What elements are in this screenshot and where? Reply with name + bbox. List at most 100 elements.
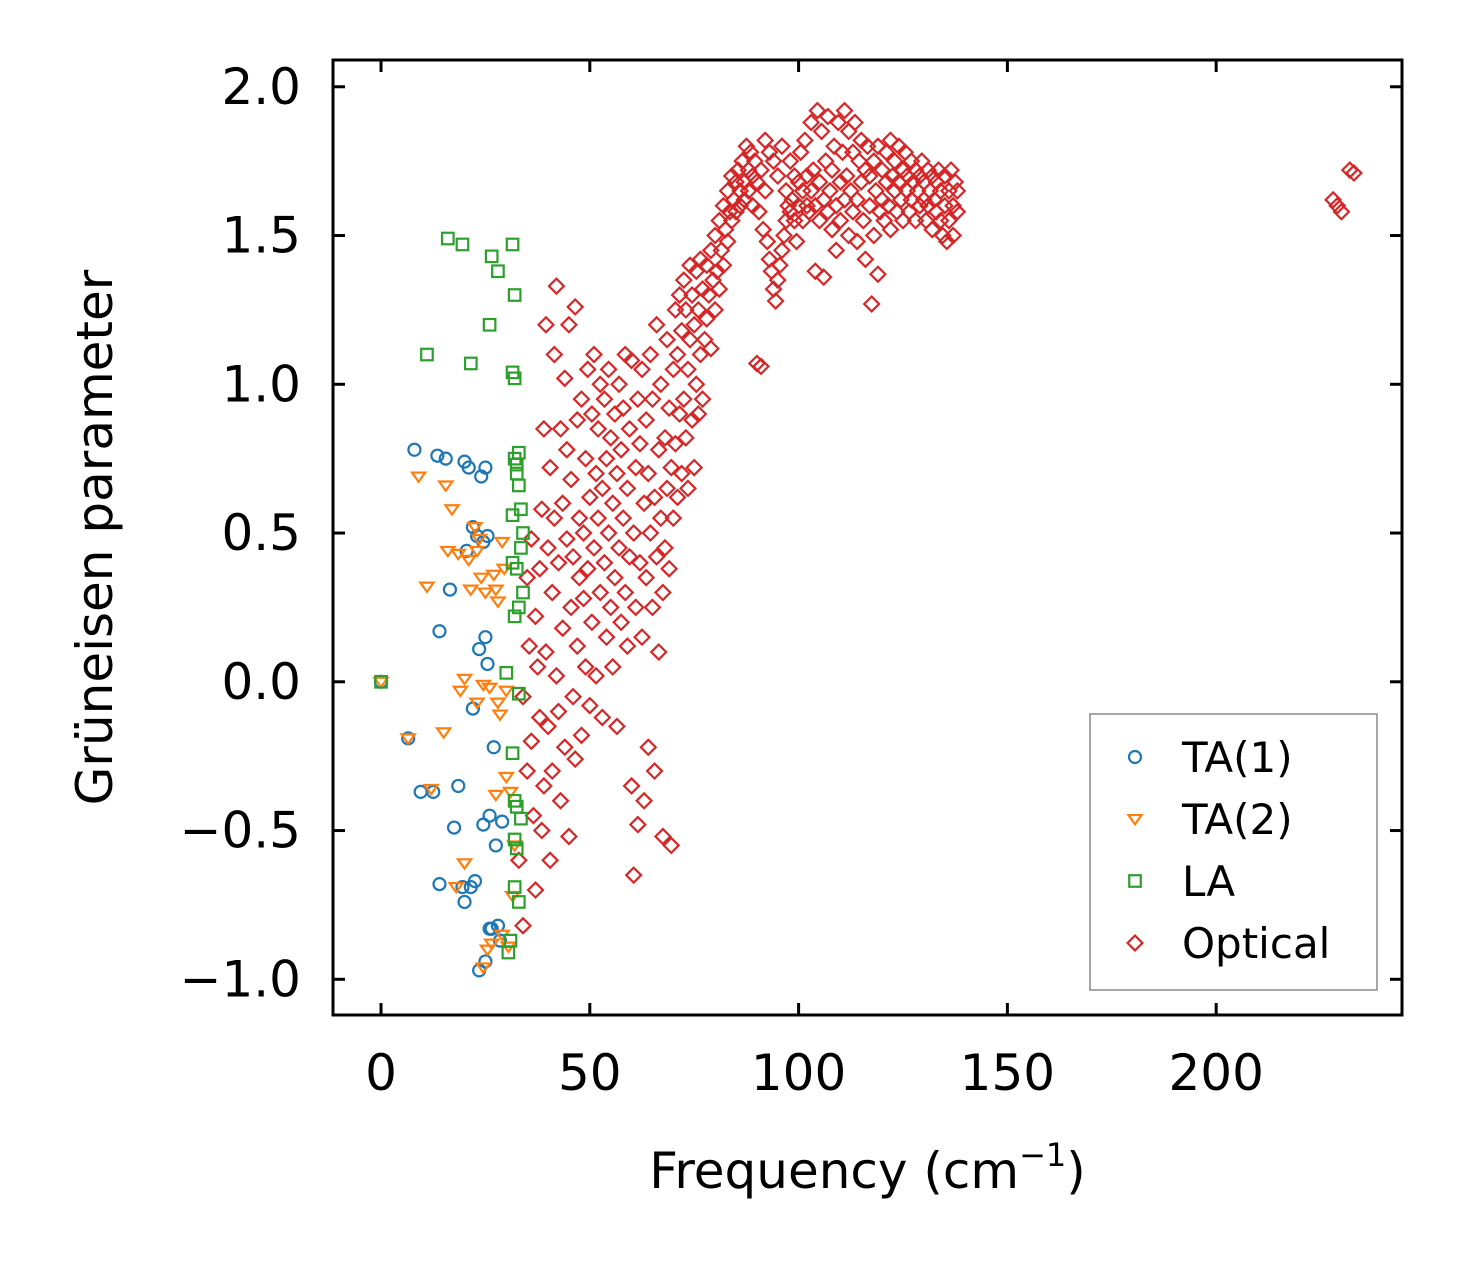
data-point (616, 583, 635, 602)
data-point (603, 494, 622, 513)
data-point (603, 657, 622, 676)
data-point (578, 360, 597, 379)
data-point (806, 262, 825, 281)
data-point (478, 954, 493, 969)
data-point (420, 347, 434, 362)
data-point (676, 300, 695, 319)
data-point (559, 827, 578, 846)
data-point (568, 637, 587, 656)
data-point (620, 547, 639, 566)
data-point (532, 821, 551, 840)
data-point (514, 811, 528, 826)
data-point (881, 131, 900, 150)
x-tick-label: 0 (365, 1044, 397, 1102)
series-optical (509, 101, 1363, 935)
data-point (804, 161, 823, 180)
data-point (447, 882, 465, 895)
data-point (520, 637, 539, 656)
data-point (772, 241, 791, 260)
data-point (752, 161, 771, 180)
data-point (432, 876, 447, 892)
data-point (607, 464, 626, 483)
data-point (459, 554, 478, 567)
series-la (374, 231, 530, 960)
data-point (793, 181, 812, 200)
data-point (449, 548, 468, 562)
data-point (641, 345, 660, 364)
data-point (624, 524, 643, 543)
data-point (655, 428, 674, 447)
data-point (868, 137, 887, 156)
data-point (593, 708, 612, 727)
data-point (649, 643, 668, 662)
data-point (593, 479, 612, 498)
data-point (931, 181, 950, 200)
data-point (511, 600, 526, 615)
data-point (797, 196, 816, 215)
data-point (587, 464, 606, 483)
data-point (678, 360, 697, 379)
data-point (856, 161, 875, 180)
data-point (835, 101, 854, 120)
data-point (641, 524, 660, 543)
data-point (618, 637, 637, 656)
data-point (487, 584, 505, 597)
data-point (649, 440, 668, 459)
data-point (507, 288, 522, 302)
data-point (681, 330, 700, 349)
data-point (628, 390, 647, 409)
data-point (530, 559, 549, 578)
data-point (438, 451, 453, 466)
data-point (491, 264, 505, 279)
data-point (559, 315, 578, 334)
data-point (505, 746, 520, 761)
data-point (643, 390, 662, 409)
data-point (662, 836, 681, 855)
data-point (752, 357, 771, 376)
data-point (643, 598, 662, 617)
data-point (645, 762, 664, 781)
data-point (810, 211, 829, 230)
data-point (610, 375, 629, 394)
legend-marker (1128, 874, 1142, 888)
x-tick-label: 50 (558, 1044, 622, 1102)
data-point (787, 232, 806, 251)
data-point (589, 419, 608, 438)
legend-label: LA (1182, 857, 1235, 906)
legend-marker (1126, 934, 1144, 952)
data-point (482, 808, 497, 823)
data-point (708, 262, 727, 281)
data-point (701, 339, 720, 358)
data-point (418, 581, 436, 594)
data-point (810, 172, 829, 191)
data-point (639, 464, 658, 483)
y-tick-label: 0.5 (221, 504, 301, 562)
data-point (482, 938, 501, 951)
data-point (668, 345, 687, 364)
y-tick-labels: −1.0 −0.5 0.0 0.5 1.0 1.5 2.0 (180, 58, 301, 1009)
data-point (485, 569, 503, 582)
data-point (689, 405, 708, 424)
data-point (582, 613, 601, 632)
data-point (455, 237, 470, 252)
data-point (451, 685, 470, 698)
data-point (495, 814, 510, 829)
data-point (612, 440, 631, 459)
data-point (522, 732, 541, 751)
data-point (1344, 164, 1363, 183)
data-point (685, 315, 704, 334)
data-point (461, 460, 476, 475)
data-point (818, 107, 837, 126)
data-point (491, 709, 509, 722)
data-point (948, 202, 967, 221)
data-point (599, 524, 618, 543)
data-point (768, 271, 787, 290)
data-point (476, 587, 495, 600)
data-point (747, 172, 766, 191)
data-point (545, 509, 564, 528)
data-point (860, 167, 879, 186)
data-point (676, 428, 695, 447)
data-point (601, 598, 620, 617)
data-point (547, 277, 566, 296)
data-point (507, 832, 522, 847)
